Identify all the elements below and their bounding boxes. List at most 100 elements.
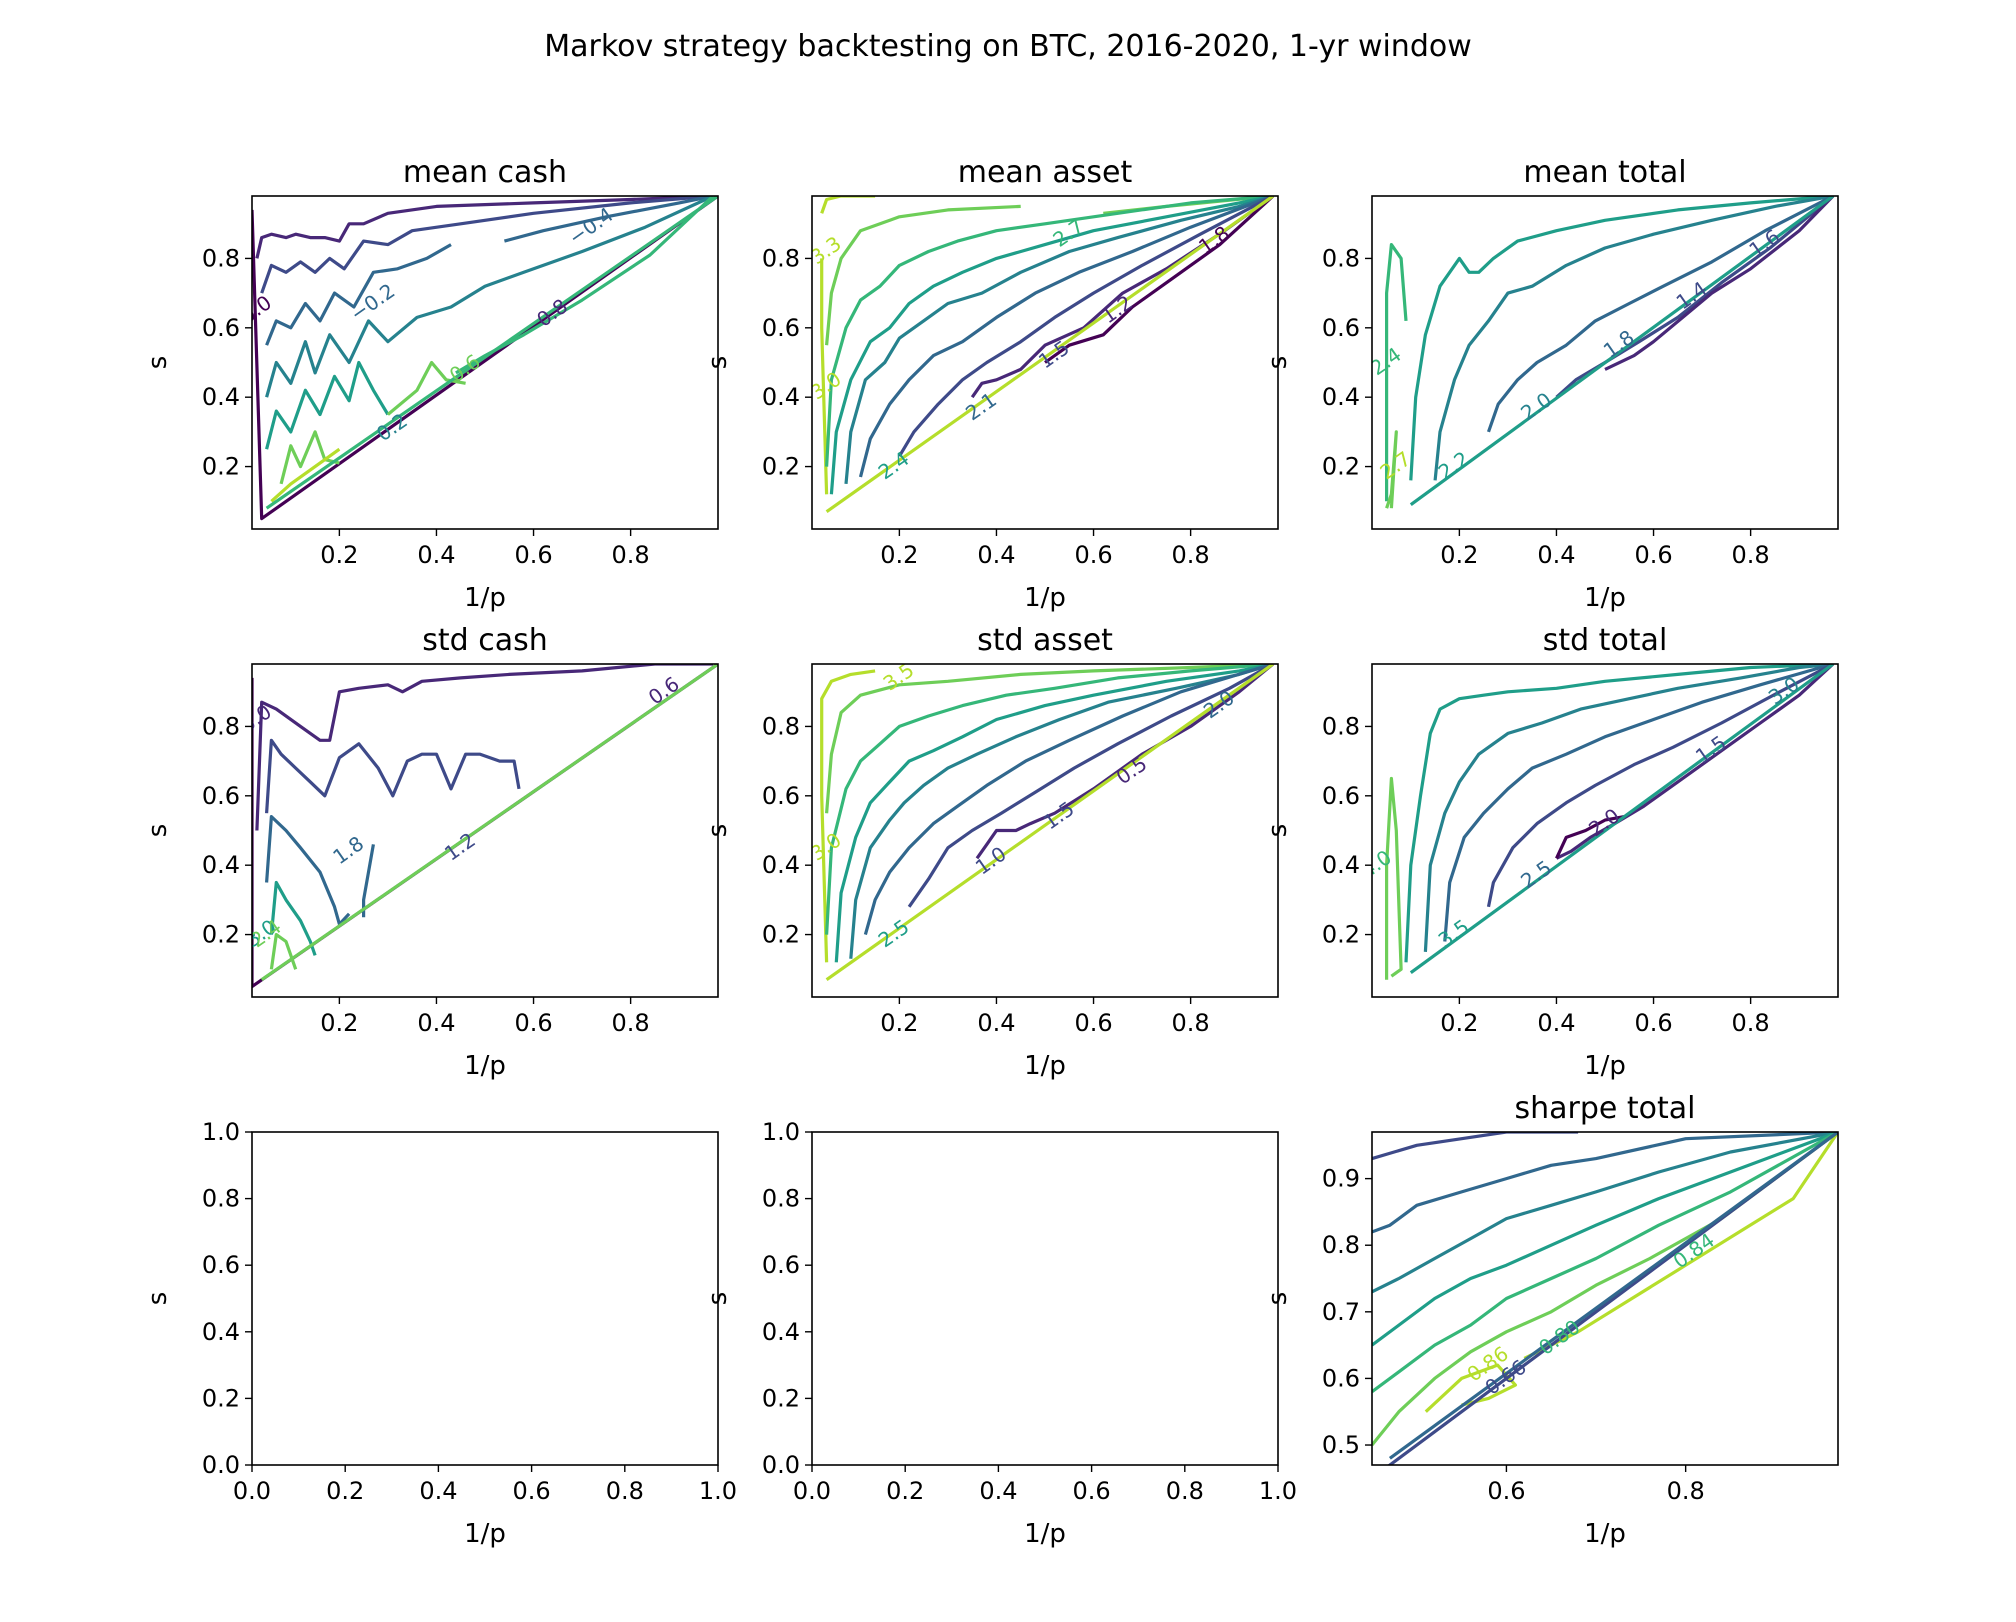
contour-line bbox=[1372, 1132, 1838, 1234]
y-tick-label: 0.8 bbox=[202, 244, 240, 272]
x-tick-label: 0.0 bbox=[793, 1477, 831, 1505]
y-tick-label: 1.0 bbox=[202, 1118, 240, 1146]
contour-line bbox=[825, 196, 1275, 514]
x-axis-label: 1/p bbox=[464, 1051, 506, 1081]
contour-line bbox=[825, 664, 1275, 982]
x-tick-label: 0.2 bbox=[320, 1009, 358, 1037]
contour-line bbox=[269, 933, 298, 970]
y-tick-label: 0.6 bbox=[202, 782, 240, 810]
y-tick-label: 0.6 bbox=[202, 314, 240, 342]
x-tick-label: 0.4 bbox=[979, 1477, 1017, 1505]
y-tick-label: 0.6 bbox=[1322, 782, 1360, 810]
y-tick-label: 0.0 bbox=[762, 1451, 800, 1479]
contour-line bbox=[279, 430, 340, 485]
contour-line bbox=[1443, 664, 1834, 942]
y-tick-label: 0.2 bbox=[202, 1384, 240, 1412]
contour-line bbox=[1486, 196, 1834, 433]
x-tick-label: 0.0 bbox=[233, 1477, 271, 1505]
x-axis-label: 1/p bbox=[464, 1519, 506, 1549]
contour-line bbox=[849, 664, 1274, 959]
y-tick-label: 0.6 bbox=[762, 782, 800, 810]
contour-line bbox=[265, 738, 521, 814]
contour-line bbox=[265, 360, 390, 450]
contour-line bbox=[1404, 664, 1834, 963]
y-tick-label: 0.8 bbox=[202, 1185, 240, 1213]
x-axis-label: 1/p bbox=[1024, 583, 1066, 613]
y-tick-label: 0.8 bbox=[1322, 712, 1360, 740]
x-axis-label: 1/p bbox=[464, 583, 506, 613]
x-tick-label: 0.6 bbox=[1073, 1477, 1111, 1505]
y-tick-label: 0.4 bbox=[202, 1318, 240, 1346]
x-tick-label: 0.8 bbox=[1166, 1477, 1204, 1505]
contour-line bbox=[863, 664, 1274, 936]
axes-frame bbox=[1371, 1131, 1839, 1466]
y-axis-label: s bbox=[143, 824, 173, 838]
x-tick-label: 0.4 bbox=[977, 541, 1015, 569]
x-tick-label: 0.4 bbox=[977, 1009, 1015, 1037]
contour-line bbox=[834, 664, 1274, 963]
contour-line bbox=[1555, 815, 1625, 859]
contour-lines: 0.840.800.860.66 bbox=[1372, 1132, 1838, 1465]
subplot-title: std total bbox=[1543, 623, 1668, 658]
y-tick-label: 0.2 bbox=[1322, 921, 1360, 949]
subplot-title: std cash bbox=[422, 623, 548, 658]
x-tick-label: 0.8 bbox=[1732, 1009, 1770, 1037]
contour-line bbox=[898, 196, 1274, 458]
x-tick-label: 0.8 bbox=[1667, 1477, 1705, 1505]
x-tick-label: 0.8 bbox=[612, 1009, 650, 1037]
y-tick-label: 0.6 bbox=[1322, 314, 1360, 342]
x-tick-label: 0.8 bbox=[1172, 1009, 1210, 1037]
contour-line bbox=[1409, 196, 1835, 506]
y-tick-label: 0.2 bbox=[202, 453, 240, 481]
subplot-7: 0.0 0.2 0.4 0.6 0.8 1.0 0.0 0.2 0.4 0.6 0.8 1.0 1/p s bbox=[703, 1118, 1297, 1549]
contour-line bbox=[265, 815, 351, 926]
y-tick-label: 0.2 bbox=[762, 453, 800, 481]
contour-line bbox=[265, 196, 714, 398]
y-tick-label: 0.7 bbox=[1322, 1298, 1360, 1326]
contour-line bbox=[1555, 196, 1835, 399]
y-tick-label: 0.9 bbox=[1322, 1165, 1360, 1193]
y-axis-label: s bbox=[1263, 1292, 1293, 1306]
contour-line bbox=[1409, 196, 1834, 481]
x-tick-label: 0.4 bbox=[419, 1477, 457, 1505]
x-tick-label: 0.2 bbox=[1440, 1009, 1478, 1037]
x-tick-label: 0.4 bbox=[1537, 1009, 1575, 1037]
x-tick-label: 0.4 bbox=[417, 541, 455, 569]
axes-frame bbox=[251, 663, 719, 998]
axes-frame bbox=[251, 1131, 719, 1466]
subplot-title: std asset bbox=[977, 623, 1113, 658]
y-tick-label: 0.5 bbox=[1322, 1431, 1360, 1459]
x-tick-label: 0.6 bbox=[1634, 1009, 1672, 1037]
y-tick-label: 0.6 bbox=[762, 1251, 800, 1279]
x-axis-label: 1/p bbox=[1584, 583, 1626, 613]
contour-line bbox=[858, 196, 1274, 478]
axes-frame bbox=[1371, 663, 1839, 998]
x-tick-label: 0.2 bbox=[880, 1009, 918, 1037]
subplot-title: sharpe total bbox=[1515, 1091, 1696, 1126]
contour-line bbox=[907, 664, 1274, 908]
axes-frame bbox=[811, 195, 1279, 530]
y-tick-label: 0.4 bbox=[762, 383, 800, 411]
subplot-8: sharpe total 0.840.800.860.66 0.6 0.8 0.5 0.6… bbox=[1263, 1091, 1839, 1549]
y-tick-label: 0.4 bbox=[202, 851, 240, 879]
x-tick-label: 0.2 bbox=[880, 541, 918, 569]
y-tick-label: 0.2 bbox=[762, 1384, 800, 1412]
contour-line bbox=[1372, 1132, 1579, 1161]
contour-line bbox=[1372, 1132, 1838, 1347]
x-tick-label: 0.2 bbox=[1440, 541, 1478, 569]
y-tick-label: 0.4 bbox=[202, 383, 240, 411]
subplot-6: 0.0 0.2 0.4 0.6 0.8 1.0 0.0 0.2 0.4 0.6 0.8 1.0 1/p s bbox=[143, 1118, 737, 1549]
x-tick-label: 1.0 bbox=[1259, 1477, 1297, 1505]
contour-line bbox=[825, 196, 1274, 467]
x-tick-label: 0.8 bbox=[606, 1477, 644, 1505]
x-axis-label: 1/p bbox=[1584, 1051, 1626, 1081]
x-tick-label: 0.6 bbox=[1487, 1477, 1525, 1505]
y-tick-label: 0.4 bbox=[762, 851, 800, 879]
x-tick-label: 0.4 bbox=[417, 1009, 455, 1037]
contour-line bbox=[252, 196, 718, 521]
y-tick-label: 0.4 bbox=[1322, 851, 1360, 879]
contour-line bbox=[1388, 1132, 1838, 1460]
contour-line bbox=[825, 204, 1021, 346]
y-axis-label: s bbox=[1263, 356, 1293, 370]
